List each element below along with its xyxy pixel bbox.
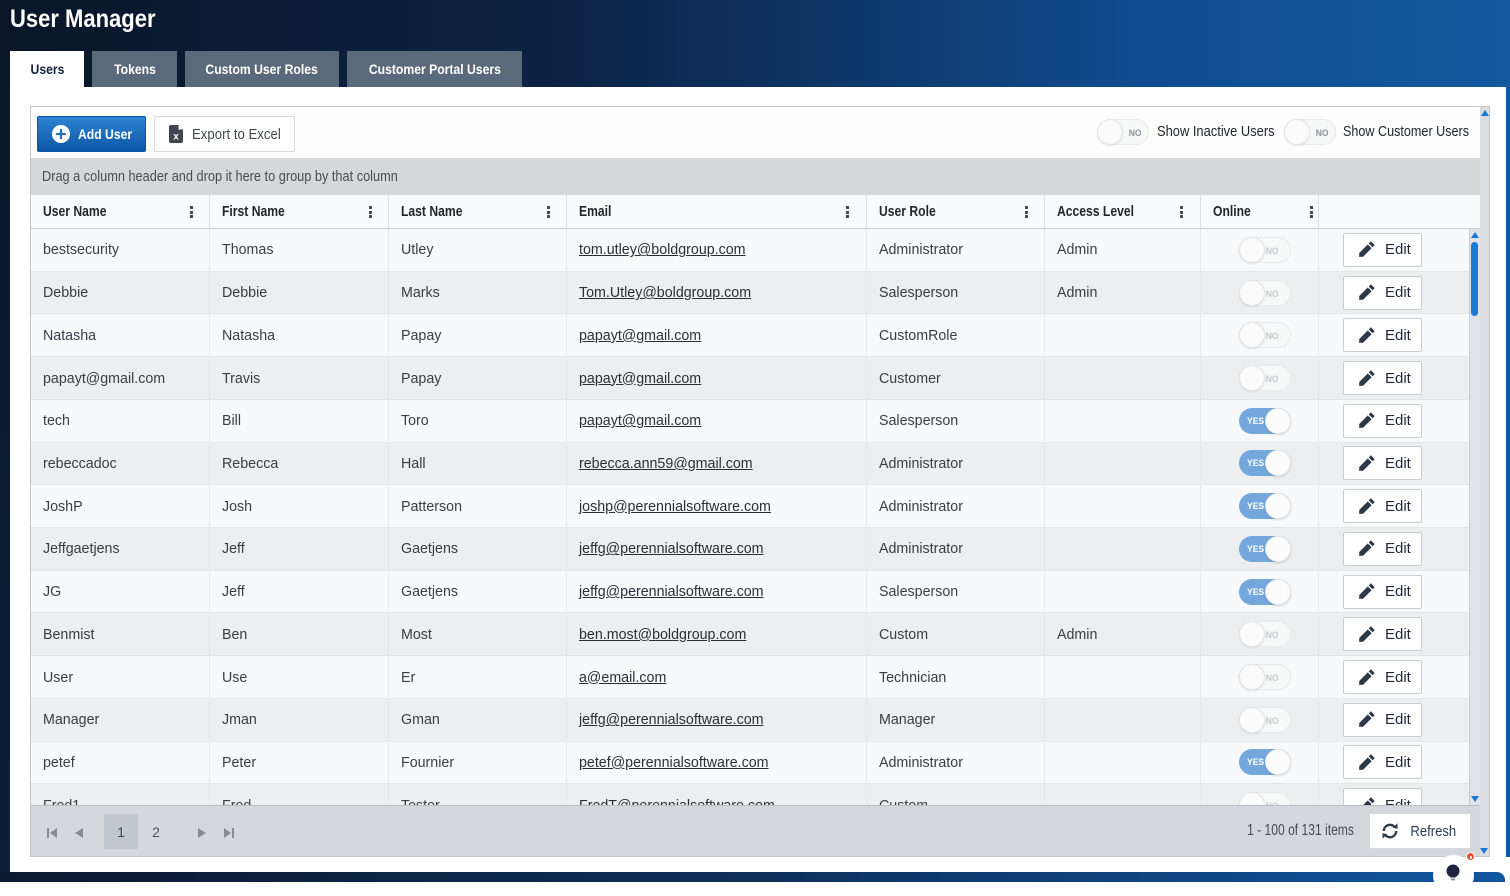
svg-text:x: x: [173, 132, 179, 143]
